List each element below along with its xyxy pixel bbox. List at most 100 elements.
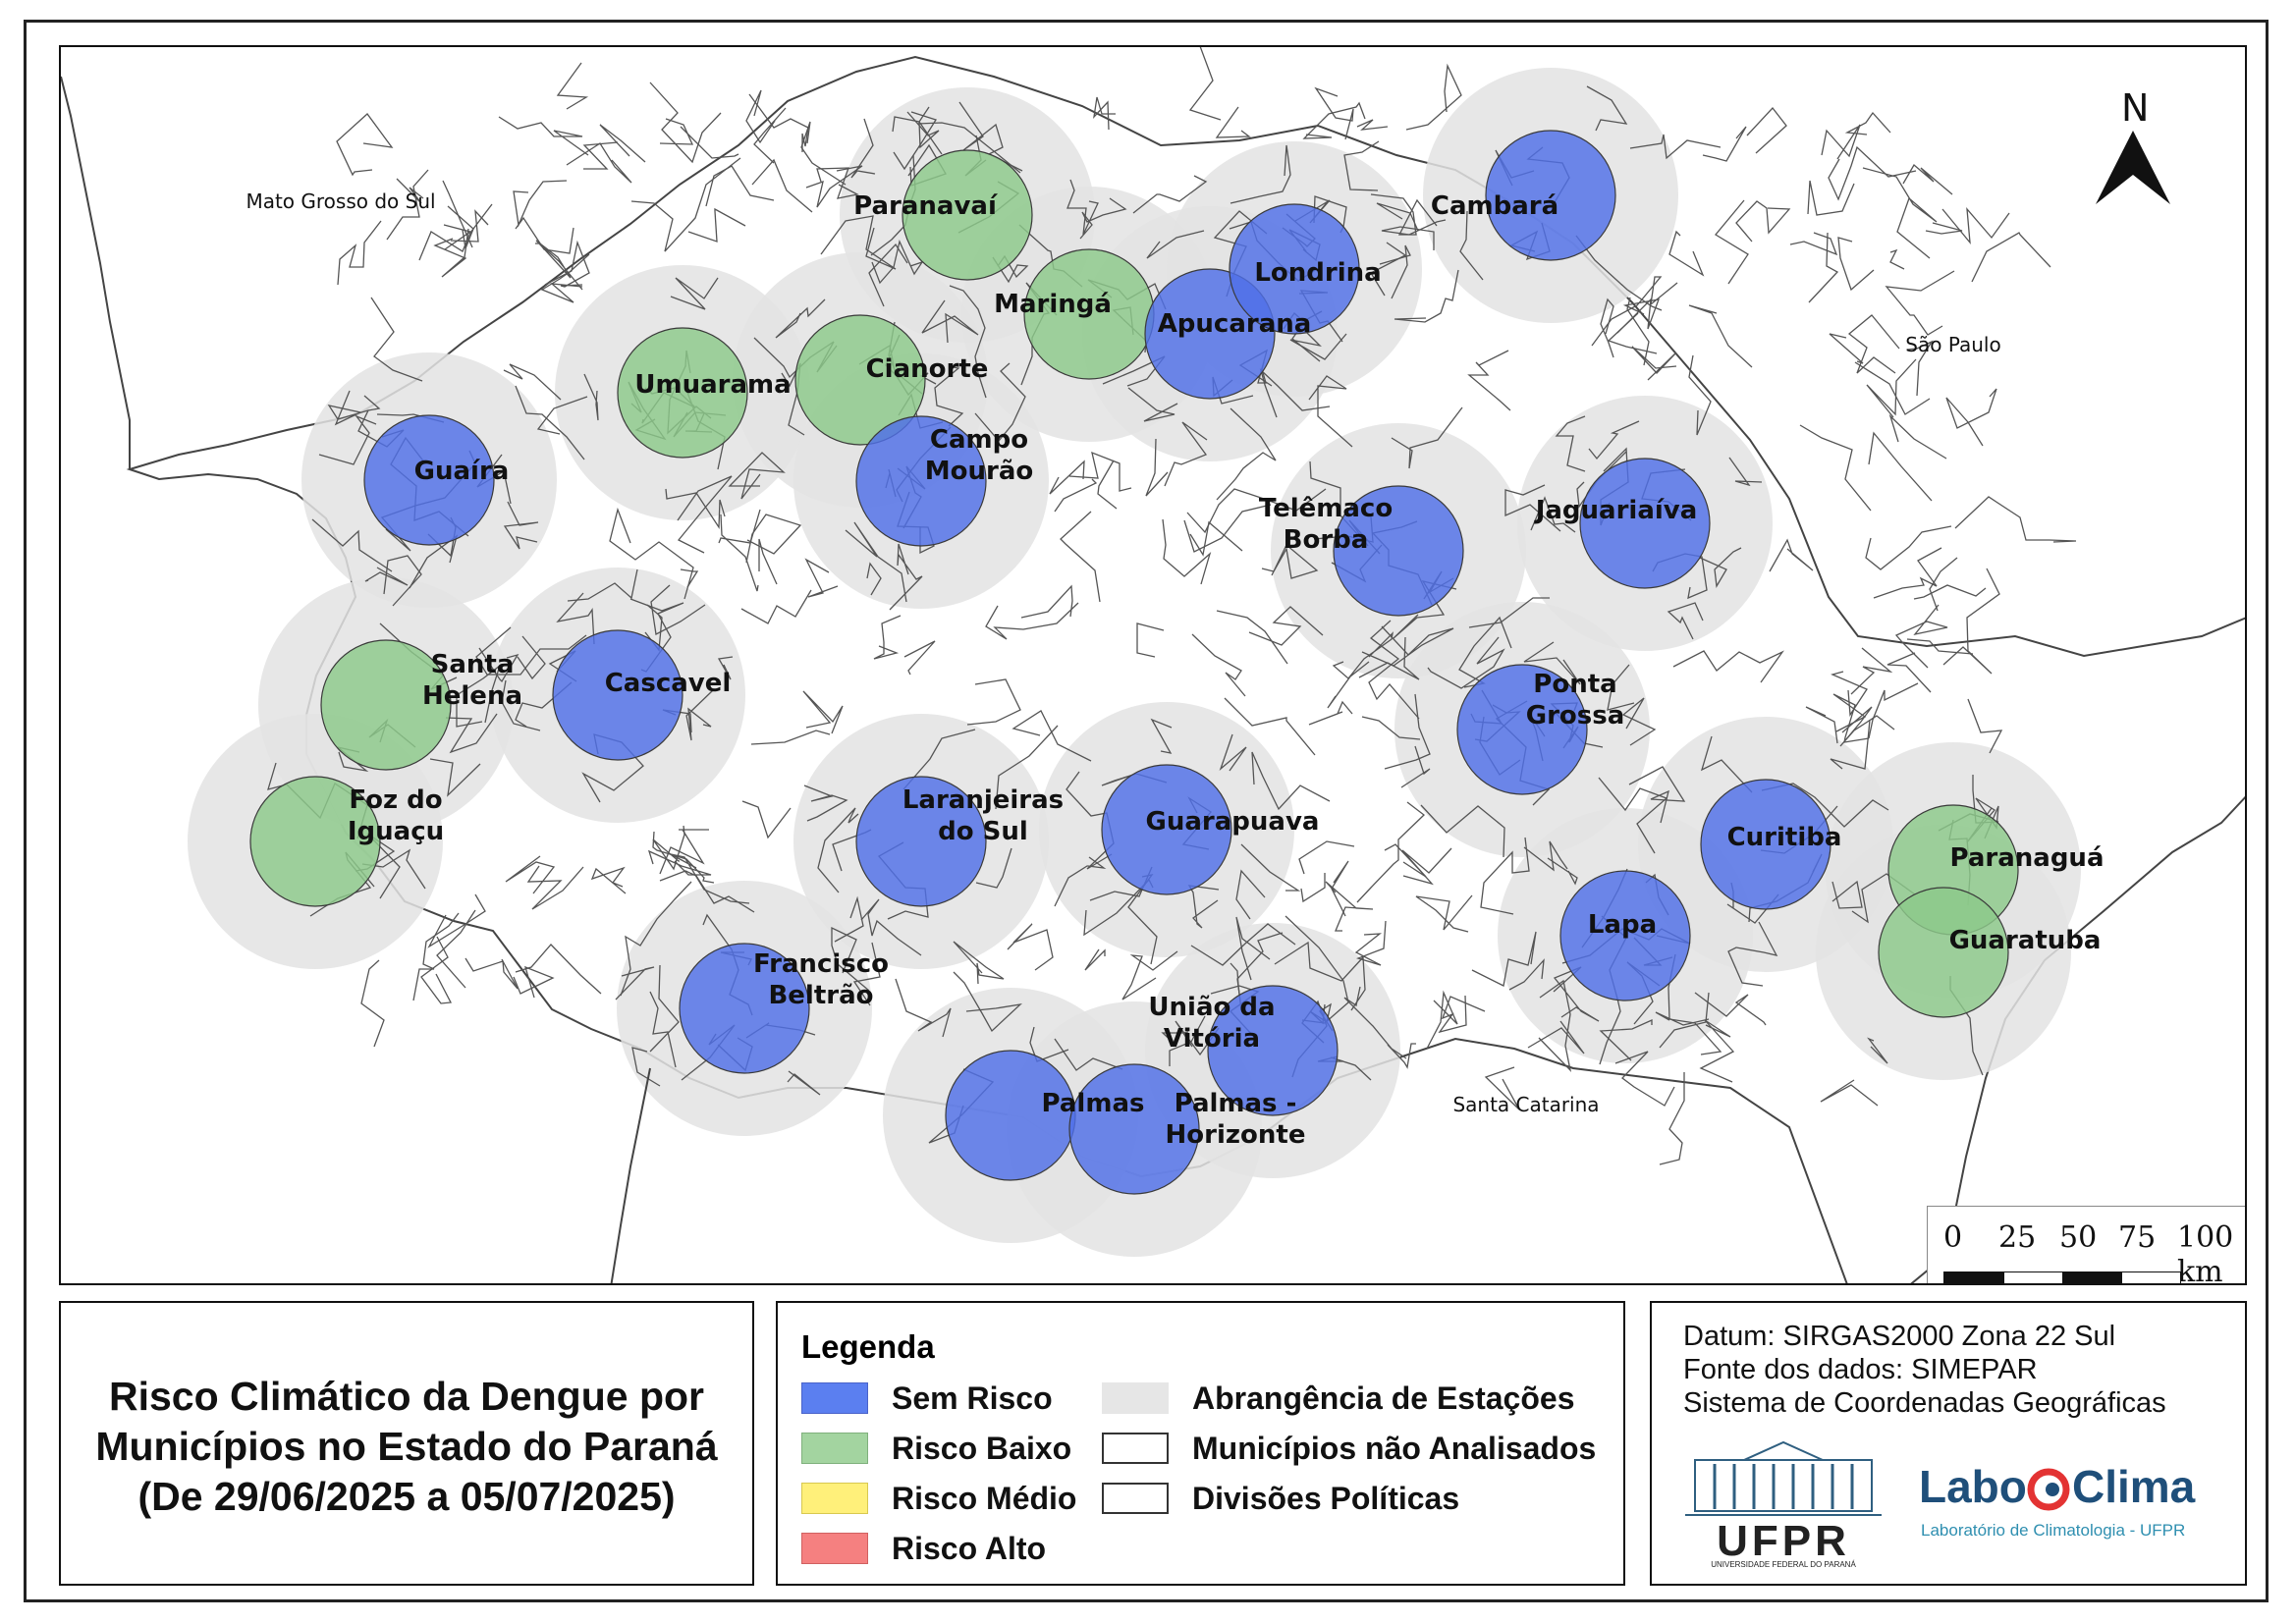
municipal-boundary	[834, 895, 864, 943]
municipal-boundary	[1967, 698, 2003, 754]
municipal-boundary	[445, 713, 498, 754]
legend-label: Divisões Políticas	[1192, 1480, 1460, 1516]
municipal-boundary	[1702, 126, 1747, 162]
municipal-boundary	[1626, 297, 1650, 366]
municipal-boundary	[1925, 222, 1963, 235]
ufpr-logo-text: UFPR	[1717, 1517, 1850, 1565]
municipal-boundary	[1885, 270, 1955, 336]
station-circle	[855, 415, 987, 547]
municipal-boundary	[1828, 145, 1917, 201]
municipal-boundary	[1066, 179, 1099, 236]
scale-segment	[2003, 1271, 2063, 1283]
municipal-boundary	[1331, 860, 1349, 917]
municipal-boundary	[1906, 340, 1934, 397]
municipal-boundary	[429, 758, 481, 797]
municipal-boundary	[1274, 941, 1366, 1011]
municipal-boundary	[1219, 733, 1247, 772]
laboclima-logo-subtext: Laboratório de Climatologia - UFPR	[1921, 1521, 2186, 1540]
municipal-boundary	[680, 568, 699, 588]
station-label: Apucarana	[1158, 309, 1312, 339]
station-label: Palmas -Horizonte	[1166, 1089, 1306, 1150]
municipal-boundary	[1191, 633, 1246, 697]
municipal-boundary	[1831, 671, 1868, 717]
legend-label: Risco Alto	[892, 1530, 1047, 1566]
legend-swatch	[801, 1433, 868, 1464]
municipal-boundary	[649, 81, 722, 164]
municipal-boundary	[418, 203, 493, 261]
municipal-boundary	[866, 562, 882, 596]
municipal-boundary	[1356, 801, 1425, 903]
municipal-boundary	[412, 912, 460, 1001]
municipal-boundary	[1060, 511, 1101, 603]
title-line-2: Municípios no Estado do Paraná	[95, 1424, 718, 1469]
municipal-boundary	[1527, 1020, 1585, 1055]
scale-tick-0: 0	[1943, 1220, 1963, 1255]
municipal-boundary	[1054, 856, 1107, 907]
municipal-boundary	[456, 664, 502, 728]
municipal-boundary	[478, 647, 519, 683]
municipal-boundary	[1727, 921, 1778, 987]
municipal-boundary	[1889, 248, 1905, 270]
municipal-boundary	[665, 488, 726, 530]
municipal-boundary	[582, 141, 619, 170]
station-circle	[1559, 870, 1691, 1001]
station-circle	[552, 629, 683, 761]
scale-bar: 0 25 50 75 100 km	[1927, 1206, 2245, 1283]
municipal-boundary	[1248, 606, 1324, 646]
municipal-boundary	[1667, 602, 1704, 640]
laboclima-swirl-icon	[2027, 1468, 2070, 1511]
municipal-boundary	[1607, 664, 1635, 711]
municipal-boundary	[1598, 777, 1668, 854]
municipal-boundary	[677, 475, 733, 554]
station-circle	[1485, 130, 1616, 261]
municipal-boundary	[566, 142, 632, 184]
municipal-boundary	[1547, 857, 1578, 886]
title-line-1: Risco Climático da Dengue por	[109, 1374, 704, 1419]
municipal-boundary	[895, 978, 952, 1038]
municipal-boundary	[336, 113, 394, 177]
municipal-boundary	[1480, 837, 1530, 915]
municipal-boundary	[1169, 1015, 1206, 1066]
municipal-boundary	[740, 589, 812, 624]
legend-label: Municípios não Analisados	[1192, 1430, 1597, 1466]
municipal-boundary	[590, 866, 627, 894]
municipal-boundary	[1591, 276, 1678, 347]
scale-tick-25: 25	[1998, 1220, 2037, 1255]
ufpr-logo: UFPR UNIVERSIDADE FEDERAL DO PARANÁ	[1685, 1440, 1882, 1570]
station-circle	[902, 149, 1033, 281]
legend-swatch	[1102, 1433, 1169, 1464]
legend-item-risco-alto: Risco Alto	[801, 1530, 1047, 1566]
municipal-boundary	[433, 228, 469, 278]
municipal-boundary	[1715, 199, 1749, 285]
municipal-boundary	[953, 971, 1023, 1033]
municipal-boundary	[1007, 923, 1054, 971]
municipal-boundary	[652, 831, 715, 884]
municipal-boundary	[318, 414, 377, 465]
municipal-boundary	[1831, 880, 1863, 909]
municipal-boundary	[1888, 413, 1947, 460]
station-label: Palmas	[1042, 1089, 1145, 1118]
source-text: Fonte dos dados: SIMEPAR	[1683, 1354, 2038, 1385]
ufpr-logo-subtext: UNIVERSIDADE FEDERAL DO PARANÁ	[1711, 1560, 1856, 1569]
legend-swatch	[1102, 1382, 1169, 1414]
municipal-boundary	[609, 507, 694, 600]
station-label: Lapa	[1588, 910, 1657, 940]
municipal-boundary	[1829, 333, 1864, 364]
station-label: Foz do Iguaçu	[348, 785, 444, 846]
municipal-boundary	[1259, 367, 1331, 418]
municipal-boundary	[1426, 990, 1458, 1050]
legend-item-sem-risco: Sem Risco	[801, 1380, 1053, 1416]
scale-segment	[1943, 1271, 2004, 1283]
municipal-boundary	[1327, 661, 1370, 709]
municipal-boundary	[1820, 1079, 1879, 1107]
municipal-boundary	[1370, 242, 1407, 297]
scale-segment	[2121, 1271, 2181, 1283]
municipal-boundary	[1847, 314, 1900, 374]
laboclima-logo: Labo Clima Laboratório de Climatologia -…	[1919, 1460, 2223, 1558]
municipal-boundary	[745, 514, 802, 564]
station-circle	[1456, 664, 1588, 795]
municipal-boundary	[1298, 840, 1355, 875]
municipal-boundary	[1805, 706, 1838, 744]
station-label: Paranavaí	[853, 191, 999, 221]
municipal-boundary	[1308, 700, 1353, 726]
